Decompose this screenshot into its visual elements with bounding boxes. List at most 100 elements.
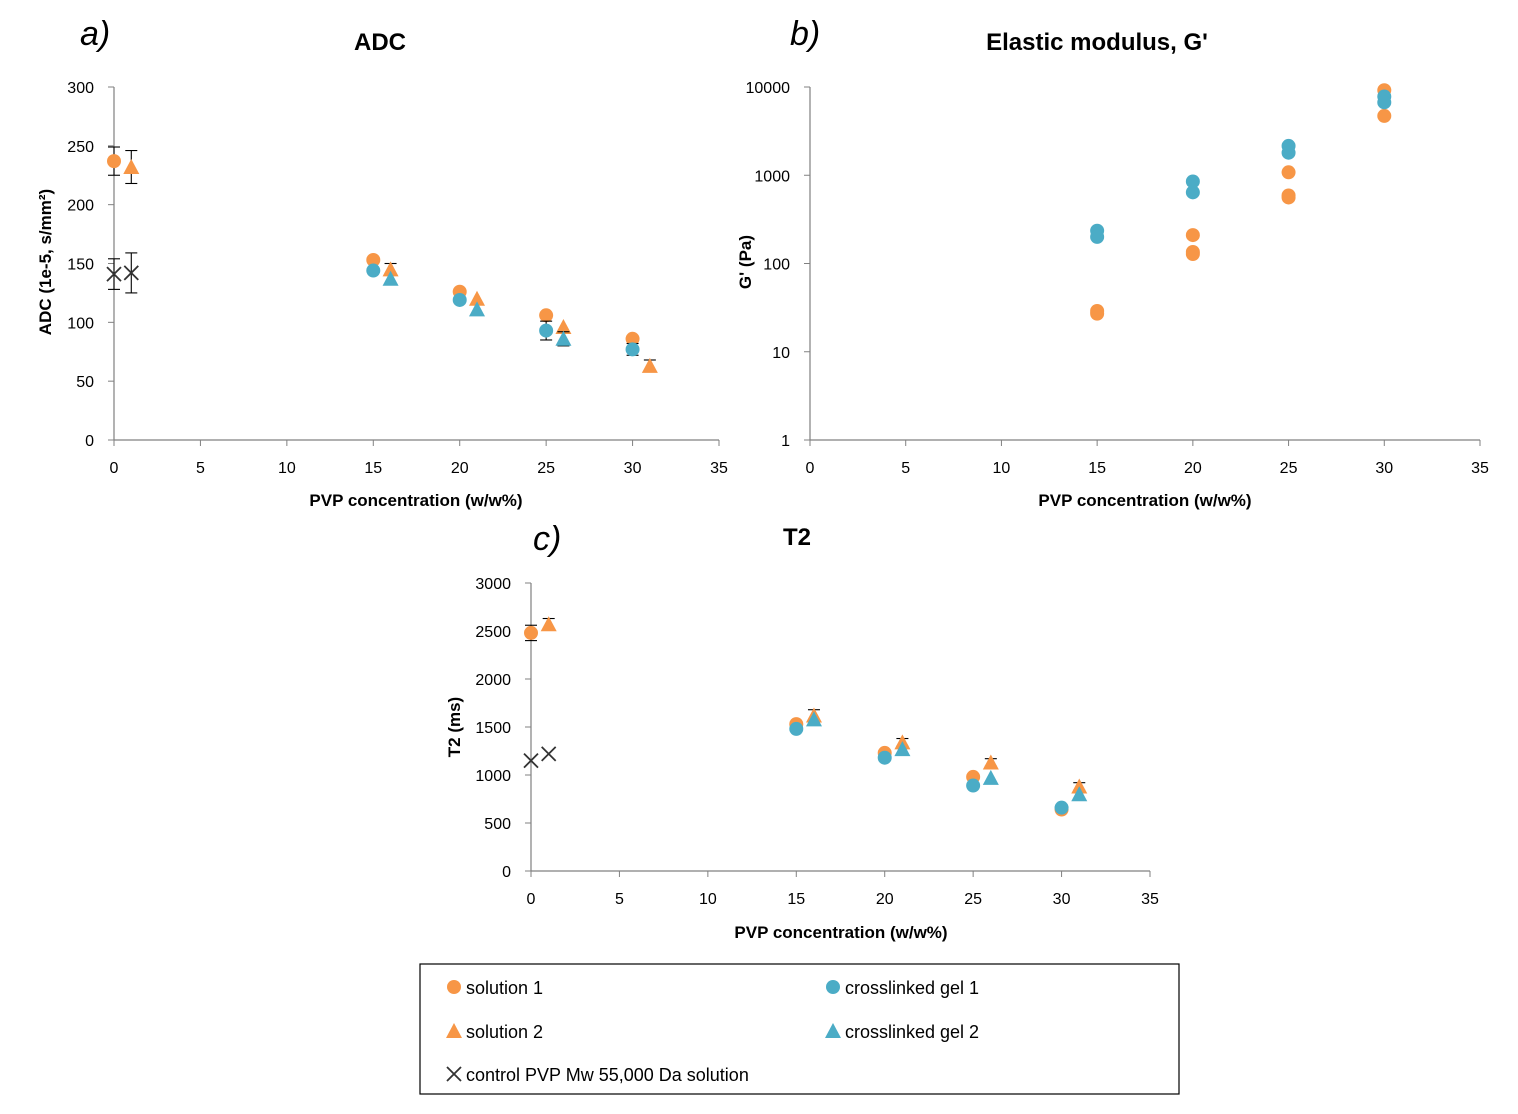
y-tick-label: 0 — [502, 864, 511, 881]
y-tick-label: 10 — [772, 345, 790, 362]
legend-label-crosslinked-gel-1: crosslinked gel 1 — [845, 978, 979, 998]
data-point — [106, 266, 122, 282]
x-tick-label: 25 — [537, 460, 555, 477]
chart-title-adc: ADC — [354, 29, 406, 56]
data-point — [107, 154, 121, 169]
x-tick-label: 5 — [615, 891, 624, 908]
data-point — [625, 331, 640, 346]
data-point — [966, 778, 981, 793]
data-point — [1071, 786, 1088, 802]
y-tick-label: 10000 — [746, 80, 791, 97]
legend-circle-icon — [826, 980, 840, 994]
data-point — [789, 721, 804, 736]
data-point — [523, 752, 539, 769]
x-tick-label: 35 — [1141, 891, 1159, 908]
x-tick-label: 20 — [1184, 460, 1202, 477]
data-point — [877, 750, 892, 765]
x-axis-label-gprime: PVP concentration (w/w%) — [1038, 491, 1251, 510]
x-tick-label: 20 — [876, 891, 894, 908]
x-tick-label: 25 — [1280, 460, 1298, 477]
legend-label-solution-2: solution 2 — [466, 1022, 543, 1042]
x-tick-label: 10 — [993, 460, 1011, 477]
legend-label-control: control PVP Mw 55,000 Da solution — [466, 1065, 749, 1085]
chart-title-t2: T2 — [783, 524, 811, 551]
x-axis-label-t2: PVP concentration (w/w%) — [734, 923, 947, 942]
y-tick-label: 3000 — [475, 576, 511, 593]
x-tick-label: 10 — [699, 891, 717, 908]
y-tick-label: 150 — [67, 257, 94, 274]
data-point — [1377, 95, 1392, 110]
data-point — [123, 159, 140, 175]
panel-letter-a: a) — [80, 15, 110, 53]
data-point — [1071, 778, 1088, 794]
legend-marker-crosslinked-gel-2 — [825, 1023, 841, 1038]
y-tick-label: 1000 — [754, 168, 790, 185]
y-tick-label: 2500 — [475, 624, 511, 641]
data-point — [382, 270, 399, 286]
series-control-pvp-mw-55-000-da-solution — [523, 746, 557, 769]
data-point — [555, 319, 572, 335]
panel-letter-c: c) — [533, 520, 561, 558]
x-tick-label: 0 — [110, 460, 119, 477]
x-tick-label: 15 — [1088, 460, 1106, 477]
plot-area-t2: 0 5 10 15 20 25 30 35 0 500 1000 1500 2000 2500 3000 — [475, 576, 1159, 908]
data-point — [982, 769, 999, 785]
data-point — [469, 301, 485, 317]
x-tick-label: 15 — [787, 891, 805, 908]
series-crosslinked-gel-1 — [1090, 89, 1392, 244]
y-tick-label: 1 — [781, 433, 790, 450]
data-point — [366, 263, 381, 278]
series-crosslinked-gel-1 — [789, 721, 1069, 815]
y-tick-label: 2000 — [475, 672, 511, 689]
data-point — [1054, 800, 1069, 815]
y-tick-label: 250 — [67, 139, 94, 156]
legend-marker-solution-2 — [446, 1023, 462, 1038]
x-tick-label: 10 — [278, 460, 296, 477]
series-solution-1 — [524, 624, 1069, 817]
data-point — [625, 342, 640, 357]
x-axis-label-adc: PVP concentration (w/w%) — [309, 491, 522, 510]
x-tick-label: 25 — [964, 891, 982, 908]
data-point — [1185, 174, 1200, 189]
x-tick-label: 5 — [196, 460, 205, 477]
legend-marker-control — [446, 1066, 462, 1082]
x-tick-label: 0 — [527, 891, 536, 908]
y-tick-label: 500 — [484, 816, 511, 833]
x-tick-label: 30 — [1375, 460, 1393, 477]
series-control-pvp-mw-55-000-da-solution — [106, 252, 139, 294]
y-axis-label-gprime: G' (Pa) — [736, 235, 755, 289]
data-point — [1377, 108, 1392, 123]
chart-t2: c) T2 PVP concentration (w/w%) T2 (ms) 0… — [445, 520, 1159, 942]
series-solution-1 — [1090, 83, 1392, 321]
data-point — [1185, 247, 1200, 262]
plot-area-adc: 0 5 10 15 20 25 30 35 0 50 100 150 200 250 300 — [67, 80, 728, 477]
series-crosslinked-gel-2 — [805, 711, 1088, 802]
y-tick-label: 100 — [763, 257, 790, 274]
x-tick-label: 35 — [1471, 460, 1489, 477]
x-tick-label: 5 — [901, 460, 910, 477]
series-crosslinked-gel-1 — [366, 263, 640, 357]
data-point — [894, 741, 911, 757]
data-point — [641, 357, 658, 373]
legend-marker-crosslinked-gel-1 — [826, 980, 840, 994]
panel-letter-b: b) — [790, 15, 820, 53]
x-tick-label: 20 — [451, 460, 469, 477]
legend-marker-solution-1 — [447, 980, 461, 994]
chart-title-gprime: Elastic modulus, G' — [986, 29, 1208, 56]
data-point — [1185, 228, 1200, 243]
y-axis-label-adc: ADC (1e-5, s/mm²) — [36, 189, 55, 335]
data-point — [1090, 306, 1105, 321]
legend-circle-icon — [447, 980, 461, 994]
series-crosslinked-gel-2 — [382, 270, 572, 347]
y-tick-label: 1500 — [475, 720, 511, 737]
y-tick-label: 1000 — [475, 768, 511, 785]
data-point — [540, 616, 557, 632]
series-solution-2 — [540, 616, 1088, 794]
x-tick-label: 35 — [710, 460, 728, 477]
series-solution-1 — [107, 146, 640, 346]
data-point — [982, 754, 999, 770]
chart-adc: a) ADC PVP concentration (w/w%) ADC (1e-… — [36, 15, 728, 510]
data-point — [123, 265, 139, 281]
data-point — [541, 746, 557, 762]
